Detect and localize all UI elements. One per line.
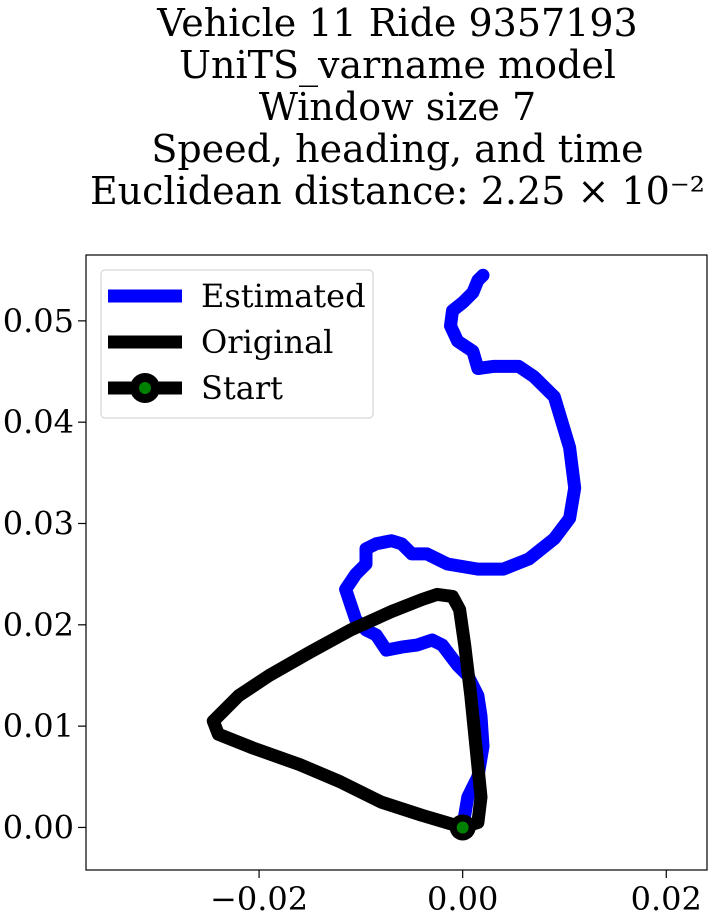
x-tick-label: −0.02 bbox=[210, 880, 308, 917]
legend-box bbox=[100, 269, 374, 419]
series-line-original bbox=[206, 587, 488, 834]
start-marker bbox=[456, 821, 469, 834]
title-line: Speed, heading, and time bbox=[151, 127, 644, 171]
y-tick-label: 0.01 bbox=[3, 707, 74, 745]
y-tick-label: 0.04 bbox=[3, 403, 74, 441]
legend: Estimated Original Start bbox=[100, 269, 374, 419]
y-tick-label: 0.02 bbox=[3, 606, 74, 644]
title-line: UniTS_varname model bbox=[179, 43, 616, 87]
y-tick-label: 0.03 bbox=[3, 504, 74, 542]
x-tick-label: 0.02 bbox=[631, 880, 702, 917]
legend-estimated-label: Estimated bbox=[201, 277, 366, 315]
y-tick-label: 0.00 bbox=[3, 808, 74, 846]
y-tick-label: 0.05 bbox=[3, 302, 74, 340]
legend-original-label: Original bbox=[201, 323, 333, 361]
legend-start-marker bbox=[139, 382, 151, 394]
chart-axes: −0.02 0.00 0.02 0.00 0.01 0.02 0.03 0.04 0.05 bbox=[3, 254, 708, 917]
title-line: Window size 7 bbox=[258, 85, 537, 129]
chart-marks bbox=[206, 268, 582, 841]
title-line: Vehicle 11 Ride 9357193 bbox=[157, 1, 638, 45]
title-line: Euclidean distance: 2.25 × 10⁻² bbox=[89, 169, 706, 213]
legend-start-label: Start bbox=[201, 369, 283, 407]
chart-title: Vehicle 11 Ride 9357193 UniTS_varname mo… bbox=[0, 2, 713, 212]
plot-frame bbox=[85, 254, 708, 871]
x-tick-label: 0.00 bbox=[427, 880, 498, 917]
series-line-estimated bbox=[339, 268, 582, 834]
